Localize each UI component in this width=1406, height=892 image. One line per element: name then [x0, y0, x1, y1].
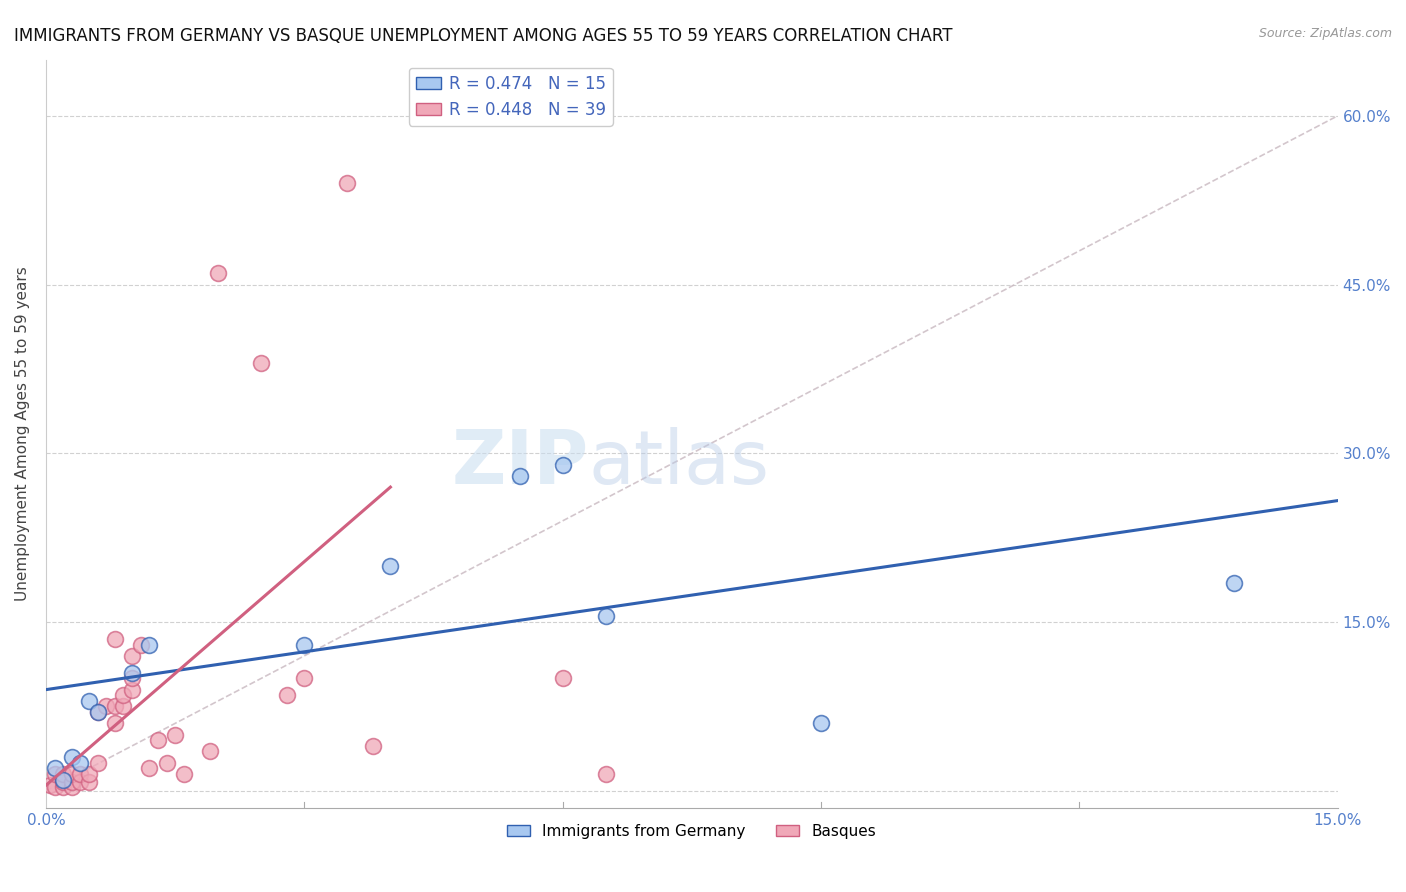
Point	[77, 767, 100, 781]
Point	[336, 177, 359, 191]
Point	[44, 780, 66, 795]
Point	[810, 716, 832, 731]
Point	[39, 778, 62, 792]
Point	[52, 780, 75, 795]
Point	[361, 739, 384, 753]
Point	[595, 609, 617, 624]
Point	[121, 682, 143, 697]
Point	[104, 716, 127, 731]
Text: Source: ZipAtlas.com: Source: ZipAtlas.com	[1258, 27, 1392, 40]
Point	[69, 756, 91, 770]
Text: atlas: atlas	[589, 427, 769, 500]
Point	[121, 665, 143, 680]
Point	[104, 699, 127, 714]
Point	[77, 775, 100, 789]
Point	[165, 728, 187, 742]
Point	[595, 767, 617, 781]
Point	[96, 699, 118, 714]
Point	[69, 775, 91, 789]
Point	[77, 694, 100, 708]
Point	[86, 705, 108, 719]
Point	[292, 672, 315, 686]
Legend: Immigrants from Germany, Basques: Immigrants from Germany, Basques	[501, 818, 883, 845]
Point	[198, 744, 221, 758]
Text: IMMIGRANTS FROM GERMANY VS BASQUE UNEMPLOYMENT AMONG AGES 55 TO 59 YEARS CORRELA: IMMIGRANTS FROM GERMANY VS BASQUE UNEMPL…	[14, 27, 952, 45]
Point	[112, 688, 135, 702]
Point	[138, 638, 160, 652]
Point	[551, 458, 574, 472]
Point	[86, 756, 108, 770]
Point	[52, 767, 75, 781]
Point	[60, 767, 83, 781]
Point	[86, 705, 108, 719]
Point	[146, 733, 169, 747]
Point	[207, 266, 229, 280]
Point	[1223, 575, 1246, 590]
Point	[44, 761, 66, 775]
Point	[129, 638, 152, 652]
Point	[250, 356, 273, 370]
Point	[44, 767, 66, 781]
Point	[121, 648, 143, 663]
Point	[292, 638, 315, 652]
Text: ZIP: ZIP	[451, 427, 589, 500]
Point	[60, 775, 83, 789]
Point	[155, 756, 177, 770]
Point	[112, 699, 135, 714]
Point	[276, 688, 298, 702]
Point	[509, 468, 531, 483]
Y-axis label: Unemployment Among Ages 55 to 59 years: Unemployment Among Ages 55 to 59 years	[15, 267, 30, 601]
Point	[60, 750, 83, 764]
Point	[380, 558, 402, 573]
Point	[69, 767, 91, 781]
Point	[52, 775, 75, 789]
Point	[173, 767, 195, 781]
Point	[121, 672, 143, 686]
Point	[104, 632, 127, 646]
Point	[138, 761, 160, 775]
Point	[52, 772, 75, 787]
Point	[60, 780, 83, 795]
Point	[551, 672, 574, 686]
